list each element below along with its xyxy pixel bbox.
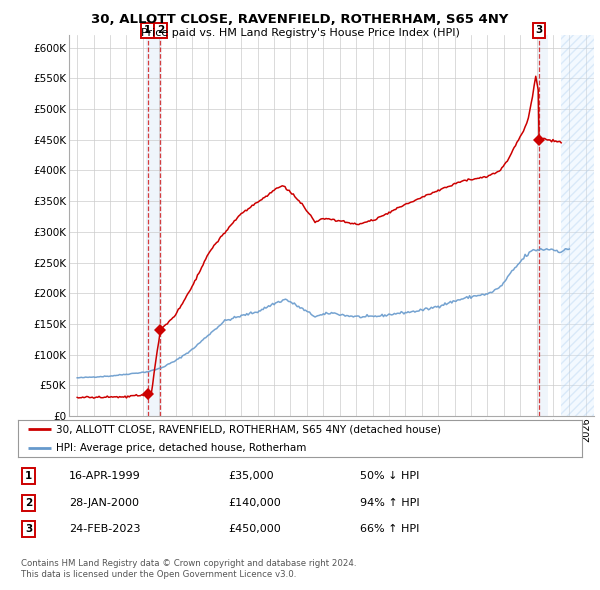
Text: £450,000: £450,000 [228, 525, 281, 534]
Text: 2: 2 [157, 25, 164, 35]
Text: 3: 3 [25, 525, 32, 534]
Text: 16-APR-1999: 16-APR-1999 [69, 471, 141, 481]
Bar [561, 35, 596, 416]
Text: 94% ↑ HPI: 94% ↑ HPI [360, 498, 419, 507]
Text: 3: 3 [535, 25, 542, 35]
Text: £35,000: £35,000 [228, 471, 274, 481]
Text: 66% ↑ HPI: 66% ↑ HPI [360, 525, 419, 534]
Bar [538, 35, 548, 416]
Text: Contains HM Land Registry data © Crown copyright and database right 2024.: Contains HM Land Registry data © Crown c… [21, 559, 356, 568]
Text: £140,000: £140,000 [228, 498, 281, 507]
Text: Price paid vs. HM Land Registry's House Price Index (HPI): Price paid vs. HM Land Registry's House … [140, 28, 460, 38]
Text: 24-FEB-2023: 24-FEB-2023 [69, 525, 140, 534]
Text: 50% ↓ HPI: 50% ↓ HPI [360, 471, 419, 481]
Text: This data is licensed under the Open Government Licence v3.0.: This data is licensed under the Open Gov… [21, 571, 296, 579]
Text: 28-JAN-2000: 28-JAN-2000 [69, 498, 139, 507]
Text: 1: 1 [144, 25, 151, 35]
Bar [146, 35, 163, 416]
Text: 30, ALLOTT CLOSE, RAVENFIELD, ROTHERHAM, S65 4NY: 30, ALLOTT CLOSE, RAVENFIELD, ROTHERHAM,… [91, 13, 509, 26]
Text: 1: 1 [25, 471, 32, 481]
Text: HPI: Average price, detached house, Rotherham: HPI: Average price, detached house, Roth… [56, 443, 307, 453]
Text: 2: 2 [25, 498, 32, 507]
Text: 30, ALLOTT CLOSE, RAVENFIELD, ROTHERHAM, S65 4NY (detached house): 30, ALLOTT CLOSE, RAVENFIELD, ROTHERHAM,… [56, 424, 442, 434]
